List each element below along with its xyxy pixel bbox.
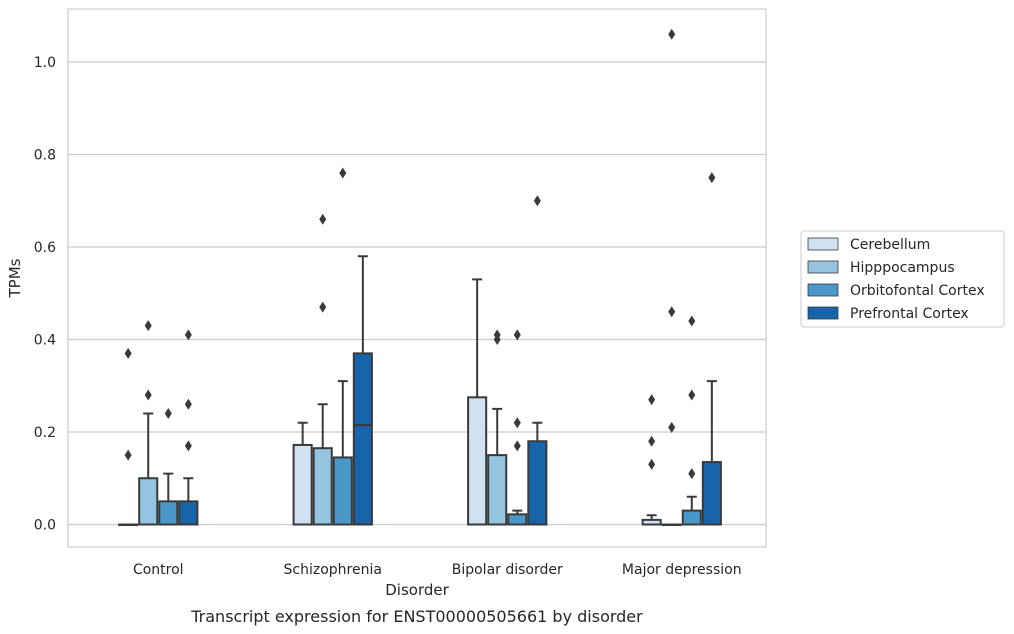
box-group xyxy=(312,213,333,526)
box xyxy=(138,477,159,526)
outlier-point xyxy=(319,301,327,313)
box xyxy=(352,352,373,526)
outlier-point xyxy=(668,306,676,318)
box-group xyxy=(527,195,548,526)
boxes xyxy=(118,28,722,526)
outlier-point xyxy=(688,389,696,401)
box xyxy=(507,513,528,526)
box xyxy=(681,509,702,526)
box-group xyxy=(138,320,159,526)
y-tick-labels: 0.0 0.2 0.4 0.6 0.8 1.0 xyxy=(34,55,56,534)
box xyxy=(158,500,179,526)
outlier-point xyxy=(648,435,656,447)
outlier-point xyxy=(533,195,541,207)
y-tick-label: 0.4 xyxy=(34,333,56,349)
x-axis-title: Disorder xyxy=(385,581,449,599)
box-group xyxy=(681,315,702,526)
outlier-point xyxy=(124,449,132,461)
outlier-point xyxy=(319,213,327,225)
box-group xyxy=(507,329,528,526)
y-tick-label: 0.0 xyxy=(34,518,56,534)
legend-label: Hipppocampus xyxy=(850,260,955,276)
outlier-point xyxy=(493,329,501,341)
outlier-point xyxy=(708,172,716,184)
outlier-point xyxy=(144,389,152,401)
x-tick-labels: Control Schizophrenia Bipolar disorder Majo… xyxy=(133,562,742,578)
outlier-point xyxy=(184,329,192,341)
outlier-point xyxy=(164,408,172,419)
legend-label: Prefrontal Cortex xyxy=(850,306,969,322)
outlier-point xyxy=(688,468,696,480)
box xyxy=(178,500,199,526)
box xyxy=(701,461,722,526)
plot-frame xyxy=(67,8,767,548)
box-group xyxy=(178,329,199,526)
x-tick-label: Bipolar disorder xyxy=(452,562,563,578)
legend-swatch xyxy=(807,306,839,320)
outlier-point xyxy=(124,347,132,359)
outlier-point xyxy=(513,417,521,429)
legend-label: Cerebellum xyxy=(850,237,930,253)
legend-swatch xyxy=(807,237,839,251)
outlier-point xyxy=(184,398,192,410)
box xyxy=(487,454,508,526)
y-tick-label: 0.6 xyxy=(34,240,56,256)
outlier-point xyxy=(339,167,347,179)
outlier-point xyxy=(184,440,192,452)
legend-label: Orbitofontal Cortex xyxy=(850,283,985,299)
box-group xyxy=(332,167,353,526)
box-group xyxy=(292,421,313,526)
box-group xyxy=(158,408,179,526)
y-axis-title: TPMs xyxy=(6,258,24,298)
box-group xyxy=(118,347,139,526)
box-group xyxy=(467,278,488,526)
y-tick-label: 0.8 xyxy=(34,148,56,164)
y-tick-label: 0.2 xyxy=(34,425,56,441)
x-tick-label: Schizophrenia xyxy=(284,562,382,578)
outlier-point xyxy=(668,421,676,433)
box xyxy=(467,396,488,526)
legend-swatch xyxy=(807,283,839,297)
legend: Cerebellum Hipppocampus Orbitofontal Corte… xyxy=(800,230,1005,328)
grid-lines xyxy=(68,61,766,526)
chart-caption: Transcript expression for ENST0000050566… xyxy=(190,607,643,626)
x-tick-label: Control xyxy=(133,562,184,578)
outlier-point xyxy=(688,315,696,327)
legend-swatch xyxy=(807,260,839,274)
outlier-point xyxy=(513,440,521,452)
box xyxy=(292,443,313,526)
x-tick-label: Major depression xyxy=(622,562,742,578)
box xyxy=(332,456,353,526)
y-tick-label: 1.0 xyxy=(34,55,56,71)
box-group xyxy=(641,394,662,526)
box-group xyxy=(352,255,373,526)
outlier-point xyxy=(648,458,656,470)
box xyxy=(312,447,333,526)
outlier-point xyxy=(144,320,152,332)
legend-frame xyxy=(800,230,1005,328)
outlier-point xyxy=(648,394,656,406)
box-group xyxy=(661,28,682,526)
box xyxy=(527,440,548,526)
box-group xyxy=(701,172,722,526)
outlier-point xyxy=(668,28,676,40)
outlier-point xyxy=(513,329,521,341)
box-group xyxy=(487,329,508,526)
